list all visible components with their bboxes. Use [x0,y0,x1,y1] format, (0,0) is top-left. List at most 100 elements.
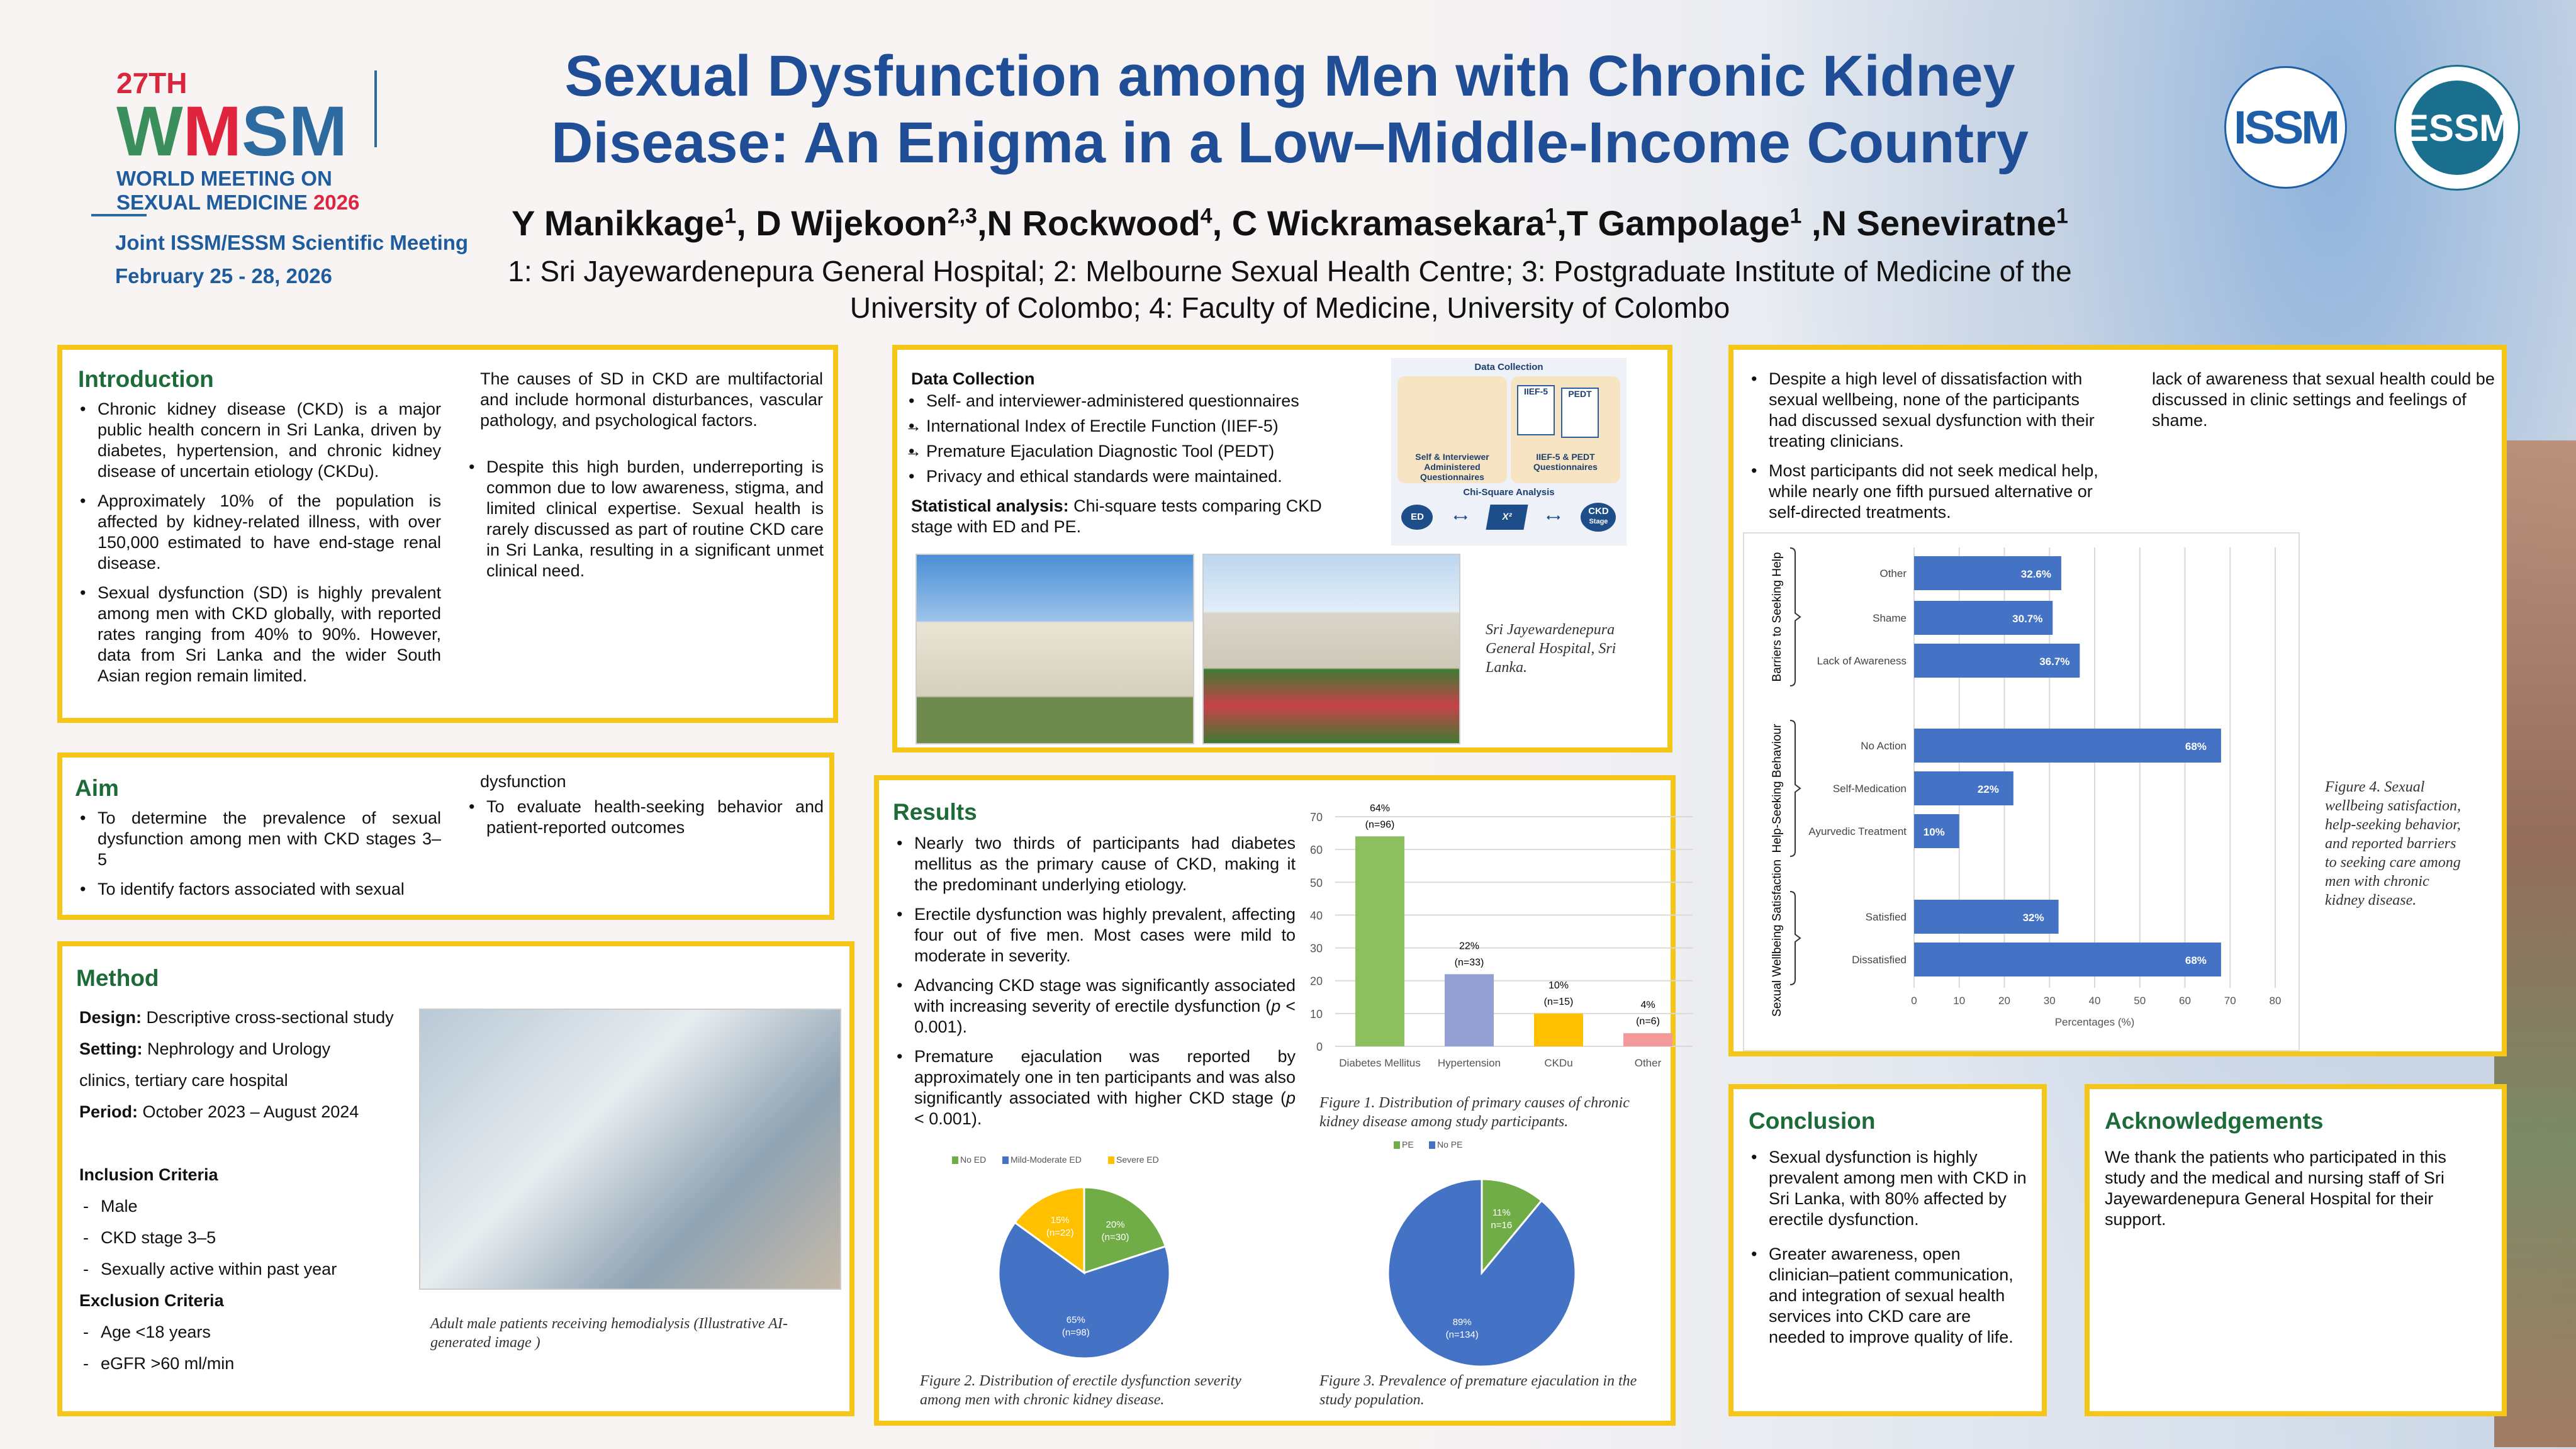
results-list: Nearly two thirds of participants had di… [893,833,1296,1138]
setting-label: Setting: [79,1039,143,1058]
list-item: Approximately 10% of the population is a… [76,491,441,574]
list-item: To determine the prevalence of sexual dy… [76,808,441,870]
ckd-node-sublabel: Stage [1589,518,1608,525]
affiliations: 1: Sri Jayewardenepura General Hospital;… [440,253,2139,326]
inclusion-heading: Inclusion Criteria [79,1165,218,1184]
list-item: Despite this high burden, underreporting… [465,457,824,581]
author-affiliation: 1 [2056,204,2068,228]
background-city-photo [2494,440,2576,1447]
method-panel: Method Design: Descriptive cross-section… [57,941,854,1416]
data-collection-panel: Data Collection Self- and interviewer-ad… [892,345,1672,752]
design-label: Design: [79,1008,142,1027]
exclusion-heading: Exclusion Criteria [79,1291,224,1310]
author-affiliation: 1 [724,204,737,228]
inclusion-list: Male CKD stage 3–5 Sexually active withi… [79,1190,432,1285]
introduction-paragraph: The causes of SD in CKD are multifactori… [480,369,823,430]
design-value: Descriptive cross-sectional study [142,1008,394,1027]
author-name: ,N Rockwood [977,203,1201,243]
list-item: Erectile dysfunction was highly prevalen… [893,904,1296,966]
figure4-caption: Figure 4. Sexual wellbeing satisfaction,… [2325,779,2461,909]
figure2-caption: Figure 2. Distribution of erectile dysfu… [920,1373,1241,1408]
introduction-heading: Introduction [78,366,214,392]
data-collection-graphic: Data Collection Self & Interviewer Admin… [1391,358,1627,545]
data-collection-heading: Data Collection [911,369,1035,388]
conclusion-list: Sexual dysfunction is highly prevalent a… [1747,1147,2030,1357]
affiliations-line2: University of Colombo; 4: Faculty of Med… [849,291,1730,324]
conference-dates: February 25 - 28, 2026 [115,264,332,288]
list-item: CKD stage 3–5 [79,1222,432,1253]
list-item: Sexual dysfunction (SD) is highly preval… [76,583,441,686]
list-item: Premature ejaculation was reported by ap… [893,1046,1296,1129]
author-affiliation: 2,3 [947,204,977,228]
double-arrow-icon: ⟷ [1546,512,1560,523]
result-text: Nearly two thirds of participants had di… [914,834,1296,894]
result-text: Erectile dysfunction was highly prevalen… [914,905,1296,965]
conference-line1: WORLD MEETING ON [116,167,332,190]
hospital-photo-1 [916,554,1194,744]
findings-panel: Despite a high level of dissatisfaction … [1728,345,2507,1056]
author-name: ,N Seneviratne [1801,203,2057,243]
graphic-title: Data Collection [1474,362,1543,372]
hospital-photo-caption: Sri Jayewardenepura General Hospital, Sr… [1486,622,1616,676]
list-item: Age <18 years [79,1316,432,1348]
list-item: Greater awareness, open clinician–patien… [1747,1244,2030,1348]
ed-node: ED [1401,505,1433,530]
graphic-analysis-label: Chi-Square Analysis [1463,487,1555,498]
graphic-right-label: IIEF-5 & PEDT Questionnaires [1533,452,1598,472]
double-arrow-icon: ⟷ [1453,512,1467,523]
arrow-icon: → [905,442,922,461]
acknowledgements-panel: Acknowledgements We thank the patients w… [2085,1084,2507,1416]
poster-title-line1: Sexual Dysfunction among Men with Chroni… [564,44,2015,108]
list-item: →Premature Ejaculation Diagnostic Tool (… [905,441,1383,462]
affiliations-line1: 1: Sri Jayewardenepura General Hospital;… [508,255,2072,288]
result-text-tail: < 0.001). [914,1109,982,1128]
p-symbol: p [1271,997,1281,1015]
conclusion-heading: Conclusion [1749,1108,1876,1134]
conference-acronym: WMSM [116,96,359,167]
list-item: Sexual dysfunction is highly prevalent a… [1747,1147,2030,1230]
p-symbol: p [1285,1088,1296,1107]
issm-logo-text: ISSM [2234,101,2340,154]
list-item: To identify factors associated with sexu… [76,879,441,900]
figure3-caption: Figure 3. Prevalence of premature ejacul… [1319,1373,1637,1408]
poster-title-line2: Disease: An Enigma in a Low–Middle-Incom… [551,111,2029,175]
exclusion-list: Age <18 years eGFR >60 ml/min [79,1316,432,1379]
chi-square-node: X² [1486,505,1528,530]
ckd-stage-node: CKD Stage [1581,503,1616,532]
list-item: eGFR >60 ml/min [79,1348,432,1379]
list-item-text: International Index of Erectile Function… [926,417,1279,435]
logo-divider [374,70,377,147]
ckd-node-label: CKD [1588,506,1609,517]
acknowledgements-heading: Acknowledgements [2105,1108,2324,1134]
method-details: Design: Descriptive cross-sectional stud… [79,1002,432,1379]
author-affiliation: 4 [1200,204,1212,228]
results-panel: Results Nearly two thirds of participant… [874,775,1676,1426]
findings-continued-text: lack of awareness that sexual health cou… [2152,369,2495,430]
introduction-panel: Introduction Chronic kidney disease (CKD… [57,345,838,723]
setting-value-cont: clinics, tertiary care hospital [79,1071,288,1090]
graphic-left-label: Self & Interviewer Administered Question… [1397,376,1507,483]
method-heading: Method [76,965,159,991]
acknowledgements-text: We thank the patients who participated i… [2105,1148,2446,1229]
stats-label: Statistical analysis: [911,496,1069,515]
conference-ordinal: 27TH [116,67,188,99]
introduction-list-right: Despite this high burden, underreporting… [465,457,824,590]
result-text-tail: < 0.001). [914,997,1296,1036]
data-collection-list: Self- and interviewer-administered quest… [905,391,1383,491]
list-item: Most participants did not seek medical h… [1747,461,2109,523]
introduction-list-left: Chronic kidney disease (CKD) is a major … [76,399,441,695]
author-affiliation: 1 [1545,204,1557,228]
pedt-form-icon: PEDT [1561,388,1599,438]
period-label: Period: [79,1102,138,1121]
result-text: Advancing CKD stage was significantly as… [914,976,1296,1015]
author-name: Y Manikkage [512,203,725,243]
aim-continued-text: dysfunction [480,772,566,791]
hospital-photo-2 [1202,554,1460,744]
stats-value: Chi-square tests comparing CKD stage wit… [911,496,1322,536]
figure1-caption: Figure 1. Distribution of primary causes… [1319,1095,1630,1130]
conference-year: 2026 [313,191,360,214]
list-item: Despite a high level of dissatisfaction … [1747,369,2109,452]
list-item: To evaluate health-seeking behavior and … [465,797,824,838]
hemodialysis-photo-caption: Adult male patients receiving hemodialys… [430,1316,788,1351]
author-name: , C Wickramasekara [1212,203,1545,243]
